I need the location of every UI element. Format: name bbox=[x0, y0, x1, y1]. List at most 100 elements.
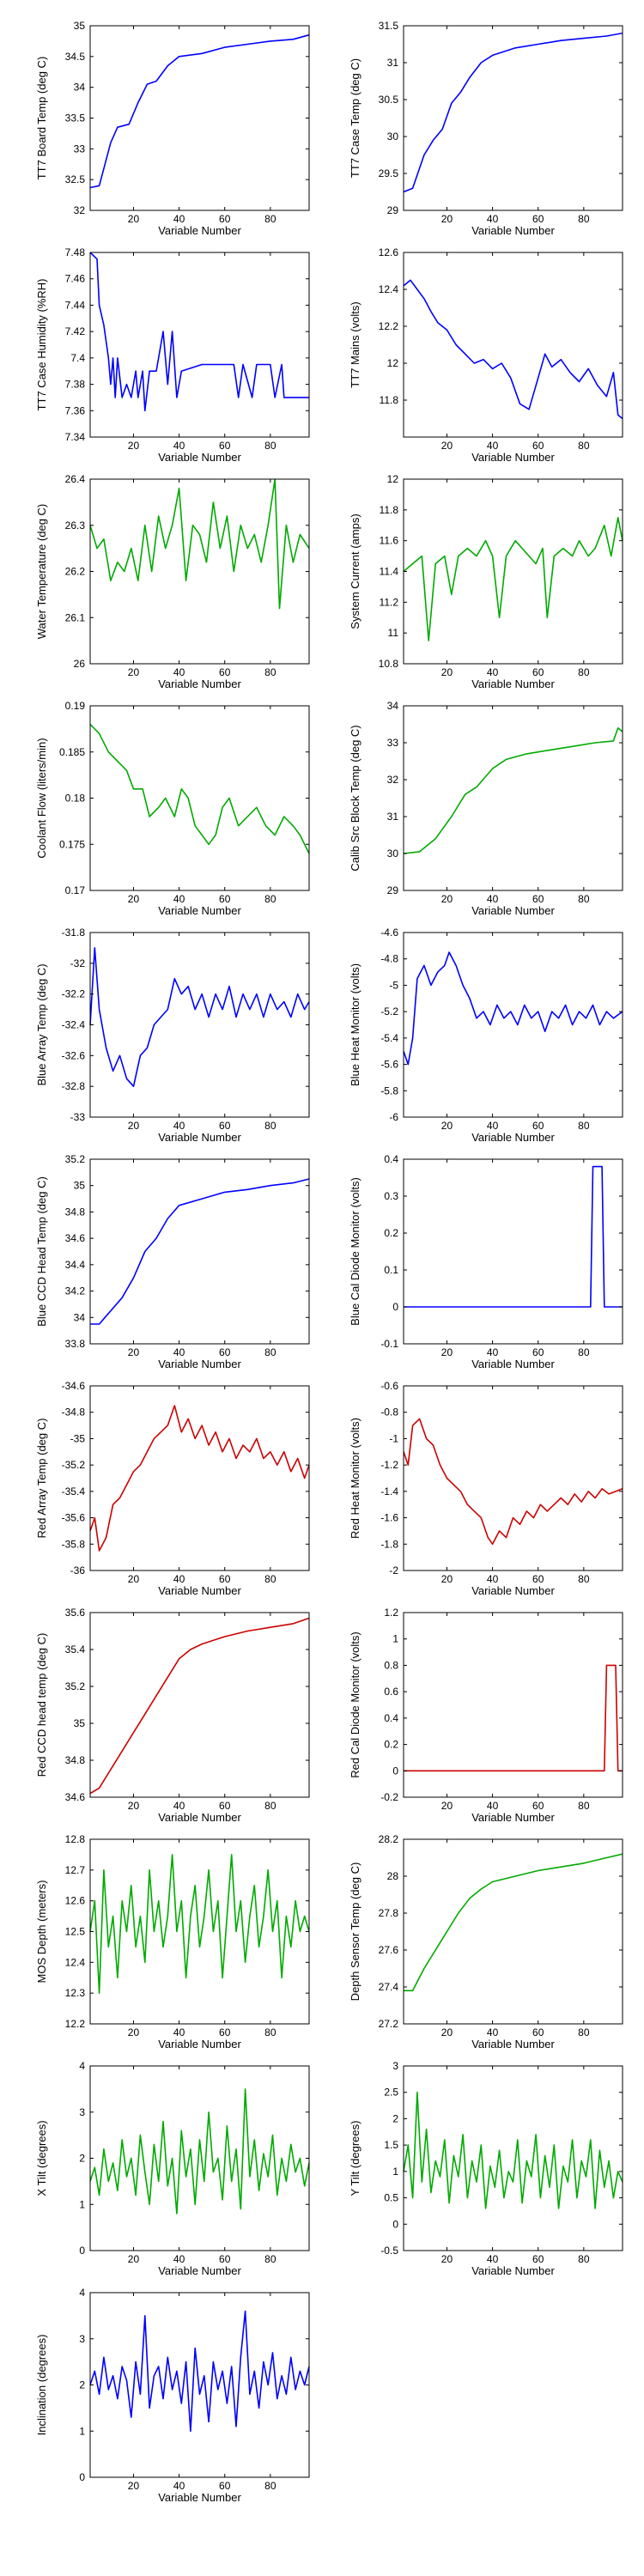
y-tick-label: 12 bbox=[387, 473, 399, 485]
x-tick-label: 60 bbox=[219, 893, 231, 905]
y-tick-label: -0.5 bbox=[380, 2245, 398, 2257]
x-tick-label: 80 bbox=[578, 1120, 590, 1132]
y-axis-label: Water Temperature (deg C) bbox=[35, 504, 48, 640]
y-tick-label: 34.8 bbox=[65, 1754, 86, 1766]
x-tick-label: 40 bbox=[487, 1573, 499, 1585]
x-tick-label: 20 bbox=[128, 2480, 140, 2492]
x-axis-label: Variable Number bbox=[158, 1584, 241, 1597]
y-tick-label: 33.8 bbox=[65, 1338, 86, 1350]
plot-frame bbox=[89, 1385, 310, 1571]
y-axis-label: Red Array Temp (deg C) bbox=[35, 1419, 48, 1539]
y-tick-label: 0.19 bbox=[65, 700, 86, 712]
y-tick-label: 12.7 bbox=[65, 1864, 86, 1876]
y-tick-label: 35.4 bbox=[65, 1643, 86, 1656]
plot-frame bbox=[403, 25, 623, 211]
x-tick-label: 20 bbox=[441, 1573, 453, 1585]
series-line bbox=[89, 723, 310, 854]
y-tick-label: 30.5 bbox=[379, 94, 399, 106]
x-axis-label: Variable Number bbox=[158, 1811, 241, 1824]
y-tick-label: 12 bbox=[387, 357, 399, 369]
y-tick-label: 0 bbox=[392, 1765, 398, 1777]
y-axis-label: Blue Array Temp (deg C) bbox=[35, 963, 48, 1085]
y-tick-label: 35.6 bbox=[65, 1607, 86, 1619]
x-tick-label: 60 bbox=[532, 440, 544, 452]
y-axis-label: Y Tilt (degrees) bbox=[349, 2121, 361, 2196]
y-tick-label: 11.2 bbox=[380, 596, 399, 608]
y-tick-label: 12.5 bbox=[65, 1926, 86, 1938]
y-axis-label: X Tilt (degrees) bbox=[35, 2120, 48, 2196]
x-tick-label: 80 bbox=[264, 666, 276, 678]
y-tick-label: -5.8 bbox=[380, 1084, 398, 1097]
y-tick-label: -35.2 bbox=[62, 1459, 86, 1471]
chart-panel-1: 20 40 60 80 32 32.5 33 33.5 34 34.5 35 Variable Num… bbox=[35, 20, 310, 237]
y-tick-label: -0.8 bbox=[380, 1406, 398, 1419]
y-tick-label: 0.175 bbox=[59, 838, 85, 850]
y-tick-label: -35.6 bbox=[62, 1512, 86, 1524]
y-axis-label: Calib Src Block Temp (deg C) bbox=[349, 725, 361, 871]
x-tick-label: 80 bbox=[264, 1120, 276, 1132]
y-tick-label: 34 bbox=[387, 700, 399, 712]
x-tick-label: 40 bbox=[487, 2026, 499, 2038]
chart-panel-9: 20 40 60 80 -33 -32.8 -32.6 -32.4 -32.2 -32 -31.8 V… bbox=[35, 927, 310, 1144]
y-tick-label: 34.6 bbox=[65, 1232, 86, 1244]
x-axis-label: Variable Number bbox=[471, 904, 555, 917]
y-axis-label: Red CCD head temp (deg C) bbox=[35, 1633, 48, 1777]
y-tick-label: 31 bbox=[387, 57, 399, 69]
y-axis-label: Depth Sensor Temp (deg C) bbox=[349, 1862, 361, 2002]
y-axis-label: Blue Heat Monitor (volts) bbox=[349, 963, 361, 1086]
y-tick-label: 26.1 bbox=[65, 611, 86, 623]
y-tick-label: -33 bbox=[70, 1111, 86, 1123]
x-tick-label: 80 bbox=[264, 2253, 276, 2265]
x-axis-label: Variable Number bbox=[471, 451, 555, 464]
y-tick-label: 26.4 bbox=[65, 473, 86, 485]
y-tick-label: 7.48 bbox=[65, 246, 86, 258]
y-tick-label: 7.38 bbox=[65, 379, 86, 391]
x-tick-label: 80 bbox=[578, 893, 590, 905]
y-tick-label: -34.6 bbox=[62, 1380, 86, 1392]
x-tick-label: 80 bbox=[578, 2253, 590, 2265]
y-tick-label: 7.46 bbox=[65, 273, 86, 285]
y-tick-label: -1.6 bbox=[380, 1512, 398, 1524]
y-tick-label: 4 bbox=[79, 2287, 85, 2299]
series-line bbox=[89, 33, 310, 189]
chart-panel-11: 20 40 60 80 33.8 34 34.2 34.4 34.6 34.8 35 35.2 Vari… bbox=[35, 1153, 310, 1370]
x-tick-label: 60 bbox=[219, 1120, 231, 1132]
x-tick-label: 20 bbox=[441, 1800, 453, 1812]
plot-frame bbox=[403, 252, 623, 438]
y-axis-label: Blue Cal Diode Monitor (volts) bbox=[349, 1177, 361, 1326]
chart-panel-3: 20 40 60 80 7.34 7.36 7.38 7.4 7.42 7.44 7.46 7.48 V… bbox=[35, 246, 310, 464]
y-tick-label: 26.2 bbox=[65, 566, 86, 578]
y-tick-label: -4.6 bbox=[380, 927, 398, 939]
y-tick-label: -35.8 bbox=[62, 1538, 86, 1550]
x-tick-label: 20 bbox=[441, 666, 453, 678]
chart-panel-14: 20 40 60 80 -2 -1.8 -1.6 -1.4 -1.2 -1 -0.8 -0.6 Vari… bbox=[349, 1380, 623, 1597]
y-tick-label: -32.8 bbox=[62, 1080, 86, 1092]
x-tick-label: 40 bbox=[173, 440, 185, 452]
y-tick-label: -1.4 bbox=[380, 1485, 398, 1498]
plot-frame bbox=[89, 1838, 310, 2025]
series-line bbox=[403, 279, 623, 420]
y-axis-label: TT7 Case Temp (deg C) bbox=[349, 58, 361, 178]
x-tick-label: 80 bbox=[578, 1573, 590, 1585]
y-tick-label: 0.3 bbox=[384, 1190, 398, 1202]
y-tick-label: 32.5 bbox=[65, 173, 86, 185]
x-tick-label: 20 bbox=[128, 2253, 140, 2265]
x-axis-label: Variable Number bbox=[471, 1131, 555, 1144]
x-axis-label: Variable Number bbox=[471, 1811, 555, 1824]
y-tick-label: 29 bbox=[387, 204, 399, 216]
y-tick-label: 29 bbox=[387, 884, 399, 896]
y-tick-label: 12.2 bbox=[379, 320, 399, 332]
x-axis-label: Variable Number bbox=[158, 904, 241, 917]
y-tick-label: 12.4 bbox=[65, 1956, 86, 1968]
x-tick-label: 20 bbox=[441, 893, 453, 905]
x-tick-label: 20 bbox=[128, 1573, 140, 1585]
y-tick-label: -34.8 bbox=[62, 1406, 86, 1419]
y-tick-label: 34.2 bbox=[65, 1285, 86, 1297]
y-tick-label: 12.2 bbox=[65, 2018, 86, 2030]
series-line bbox=[404, 1165, 623, 1308]
x-tick-label: 60 bbox=[219, 2480, 231, 2492]
y-tick-label: 0.8 bbox=[384, 1659, 398, 1671]
chart-panel-17: 20 40 60 80 12.2 12.3 12.4 12.5 12.6 12.7 12.8 Vari… bbox=[35, 1833, 310, 2050]
y-tick-label: 1 bbox=[79, 2198, 85, 2210]
